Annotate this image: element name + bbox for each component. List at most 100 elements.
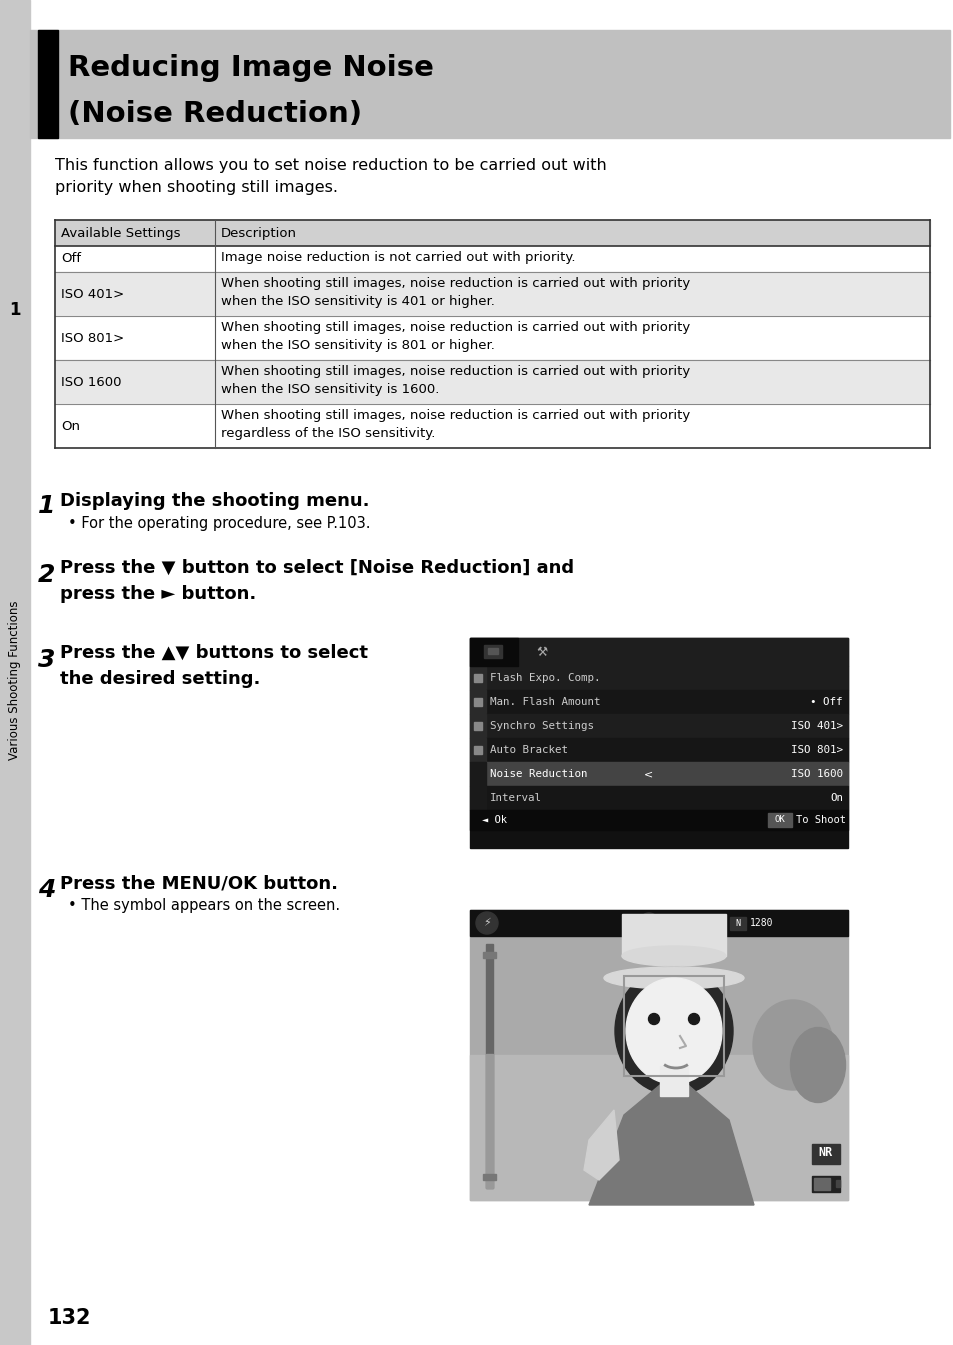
Bar bbox=[767, 812, 791, 827]
Text: ⚡: ⚡ bbox=[482, 919, 491, 928]
Bar bbox=[729, 917, 745, 929]
Bar bbox=[485, 785, 847, 810]
Text: ISO 1600: ISO 1600 bbox=[61, 375, 121, 389]
Text: Synchro Settings: Synchro Settings bbox=[490, 721, 594, 730]
Ellipse shape bbox=[688, 1014, 699, 1025]
Bar bbox=[485, 944, 493, 1188]
Text: Flash Expo. Comp.: Flash Expo. Comp. bbox=[490, 672, 599, 683]
Text: 3: 3 bbox=[38, 648, 55, 672]
Text: When shooting still images, noise reduction is carried out with priority
regardl: When shooting still images, noise reduct… bbox=[221, 409, 690, 440]
Text: ◄ Ok: ◄ Ok bbox=[481, 815, 506, 824]
Bar bbox=[55, 272, 929, 316]
Bar bbox=[623, 976, 723, 1076]
Text: On: On bbox=[829, 794, 842, 803]
Bar bbox=[811, 1145, 840, 1163]
Ellipse shape bbox=[752, 999, 832, 1089]
Bar bbox=[485, 763, 847, 785]
Ellipse shape bbox=[603, 967, 743, 989]
Text: This function allows you to set noise reduction to be carried out with: This function allows you to set noise re… bbox=[55, 157, 606, 174]
Text: ISO 801>: ISO 801> bbox=[61, 331, 124, 344]
Bar bbox=[0, 0, 30, 1345]
Bar bbox=[474, 698, 481, 706]
Bar bbox=[813, 1178, 829, 1190]
Bar bbox=[482, 1174, 496, 1180]
Text: 1: 1 bbox=[38, 494, 55, 518]
Bar bbox=[55, 221, 929, 246]
Text: 4: 4 bbox=[38, 878, 55, 902]
Bar bbox=[485, 690, 847, 714]
Text: • For the operating procedure, see P.103.: • For the operating procedure, see P.103… bbox=[68, 516, 370, 531]
Bar bbox=[470, 666, 485, 690]
Text: OK: OK bbox=[774, 815, 784, 823]
Bar bbox=[30, 30, 949, 139]
Text: Available Settings: Available Settings bbox=[61, 226, 180, 239]
Text: SD: SD bbox=[669, 919, 679, 928]
Text: 1: 1 bbox=[10, 301, 21, 319]
Bar bbox=[485, 1054, 493, 1188]
Text: To Shoot: To Shoot bbox=[795, 815, 845, 824]
Text: Off: Off bbox=[61, 253, 81, 265]
Bar bbox=[482, 952, 496, 958]
Text: <: < bbox=[643, 769, 653, 779]
Text: On: On bbox=[61, 420, 80, 433]
Text: Description: Description bbox=[221, 226, 296, 239]
Bar bbox=[621, 915, 725, 956]
Bar bbox=[485, 666, 847, 690]
Bar bbox=[663, 917, 685, 929]
Bar bbox=[470, 810, 847, 830]
Text: • The symbol appears on the screen.: • The symbol appears on the screen. bbox=[68, 898, 340, 913]
Text: ISO 401>: ISO 401> bbox=[790, 721, 842, 730]
Bar bbox=[470, 638, 847, 847]
Text: Interval: Interval bbox=[490, 794, 541, 803]
Text: Image noise reduction is not carried out with priority.: Image noise reduction is not carried out… bbox=[221, 252, 575, 264]
Text: 2: 2 bbox=[38, 564, 55, 586]
Text: Displaying the shooting menu.: Displaying the shooting menu. bbox=[60, 492, 369, 510]
Bar bbox=[485, 714, 847, 738]
Text: N: N bbox=[735, 919, 740, 928]
Bar bbox=[470, 785, 485, 810]
Bar bbox=[55, 360, 929, 404]
Bar bbox=[474, 674, 481, 682]
Text: Press the MENU/OK button.: Press the MENU/OK button. bbox=[60, 874, 337, 892]
Text: Noise Reduction: Noise Reduction bbox=[490, 769, 587, 779]
Bar bbox=[488, 648, 497, 654]
Ellipse shape bbox=[621, 946, 725, 966]
Ellipse shape bbox=[648, 1014, 659, 1025]
Ellipse shape bbox=[615, 967, 732, 1095]
Text: (Noise Reduction): (Noise Reduction) bbox=[68, 100, 362, 128]
Ellipse shape bbox=[790, 1028, 844, 1103]
Text: Press the ▼ button to select [Noise Reduction] and
press the ► button.: Press the ▼ button to select [Noise Redu… bbox=[60, 560, 574, 603]
Bar bbox=[811, 1176, 840, 1192]
Bar bbox=[470, 738, 485, 763]
Bar bbox=[470, 763, 485, 785]
Bar bbox=[470, 911, 847, 1200]
Text: • Off: • Off bbox=[810, 697, 842, 707]
Bar bbox=[474, 746, 481, 755]
Bar bbox=[470, 638, 517, 666]
Text: Man. Flash Amount: Man. Flash Amount bbox=[490, 697, 599, 707]
Text: NR: NR bbox=[818, 1146, 832, 1159]
Bar bbox=[55, 316, 929, 360]
Bar bbox=[483, 646, 501, 658]
Text: When shooting still images, noise reduction is carried out with priority
when th: When shooting still images, noise reduct… bbox=[221, 364, 690, 395]
Text: ISO 1600: ISO 1600 bbox=[790, 769, 842, 779]
Bar bbox=[55, 404, 929, 448]
Bar bbox=[470, 714, 485, 738]
Polygon shape bbox=[588, 1085, 753, 1205]
Text: ●: ● bbox=[644, 919, 653, 928]
Bar bbox=[38, 30, 58, 139]
Text: Press the ▲▼ buttons to select
the desired setting.: Press the ▲▼ buttons to select the desir… bbox=[60, 644, 368, 687]
Bar bbox=[470, 1054, 847, 1200]
Text: ISO 801>: ISO 801> bbox=[790, 745, 842, 755]
Text: 1280: 1280 bbox=[749, 919, 773, 928]
Bar bbox=[835, 1180, 840, 1188]
Text: ISO 401>: ISO 401> bbox=[61, 288, 124, 300]
Text: 132: 132 bbox=[48, 1307, 91, 1328]
Text: Various Shooting Functions: Various Shooting Functions bbox=[9, 600, 22, 760]
Bar bbox=[470, 690, 485, 714]
Text: Auto Bracket: Auto Bracket bbox=[490, 745, 567, 755]
Bar bbox=[485, 738, 847, 763]
Bar bbox=[659, 1067, 687, 1096]
Circle shape bbox=[476, 912, 497, 933]
Bar bbox=[55, 246, 929, 272]
